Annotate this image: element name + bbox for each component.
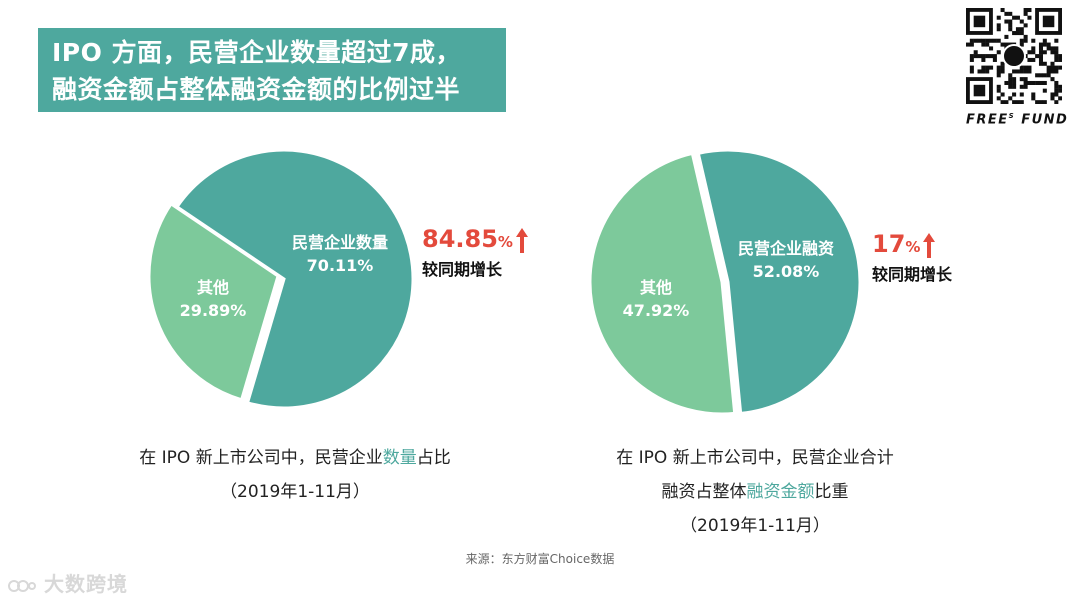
growth-left-value: 84.85% [422, 225, 529, 254]
pie-slice-value: 29.89% [180, 301, 247, 320]
growth-right-label: 较同期增长 [872, 265, 953, 284]
qr-code-image[interactable] [966, 8, 1063, 105]
pie-slice-other [147, 201, 280, 402]
caption-left-line1: 在 IPO 新上市公司中，民营企业数量占比 [139, 448, 451, 468]
pie-slice-private-enterprise [696, 148, 862, 416]
pie-slice-label: 其他 [640, 278, 672, 297]
watermark-logo-icon [8, 579, 36, 592]
caption-right: 在 IPO 新上市公司中，民营企业合计 融资占整体融资金额比重 （2019年1-… [520, 441, 990, 543]
source-note: 来源：东方财富Choice数据 [465, 552, 615, 566]
pie-slice-label: 民营企业数量 [292, 233, 388, 252]
caption-left-period: （2019年1-11月） [220, 482, 370, 502]
brand-name: FREES FUND [966, 112, 1069, 128]
up-arrow-icon [515, 228, 528, 253]
pie-slice-private-enterprise [174, 148, 415, 410]
pie-slice-label: 其他 [197, 278, 229, 297]
pie-slice-value: 47.92% [623, 301, 690, 320]
pie-slice-value: 70.11% [307, 256, 374, 275]
up-arrow-icon [923, 233, 936, 258]
caption-right-period: （2019年1-11月） [680, 516, 830, 536]
title-line-2: 融资金额占整体融资金额的比例过半 [52, 75, 461, 104]
pie-slice-label: 民营企业融资 [738, 239, 834, 258]
title-banner: IPO 方面，民营企业数量超过7成， 融资金额占整体融资金额的比例过半 [38, 28, 506, 112]
watermark: 大数跨境 [8, 568, 128, 597]
brand-block: FREES FUND [966, 8, 1069, 128]
growth-right-value: 17% [872, 230, 952, 259]
caption-right-line1: 在 IPO 新上市公司中，民营企业合计 [616, 448, 894, 468]
growth-left-label: 较同期增长 [422, 260, 503, 279]
caption-right-line2: 融资占整体融资金额比重 [661, 482, 849, 502]
caption-left: 在 IPO 新上市公司中，民营企业数量占比 （2019年1-11月） [60, 441, 530, 509]
growth-right: 17% 较同期增长 [872, 230, 952, 285]
pie-slice-other [588, 151, 737, 416]
growth-left: 84.85% 较同期增长 [422, 225, 529, 280]
pie-slice-value: 52.08% [753, 262, 820, 281]
title-line-1: IPO 方面，民营企业数量超过7成， [52, 38, 461, 67]
pie-chart-right: 民营企业融资 52.08% 其他 47.92% [588, 148, 862, 416]
pie-chart-left: 民营企业数量 70.11% 其他 29.89% [147, 148, 415, 410]
